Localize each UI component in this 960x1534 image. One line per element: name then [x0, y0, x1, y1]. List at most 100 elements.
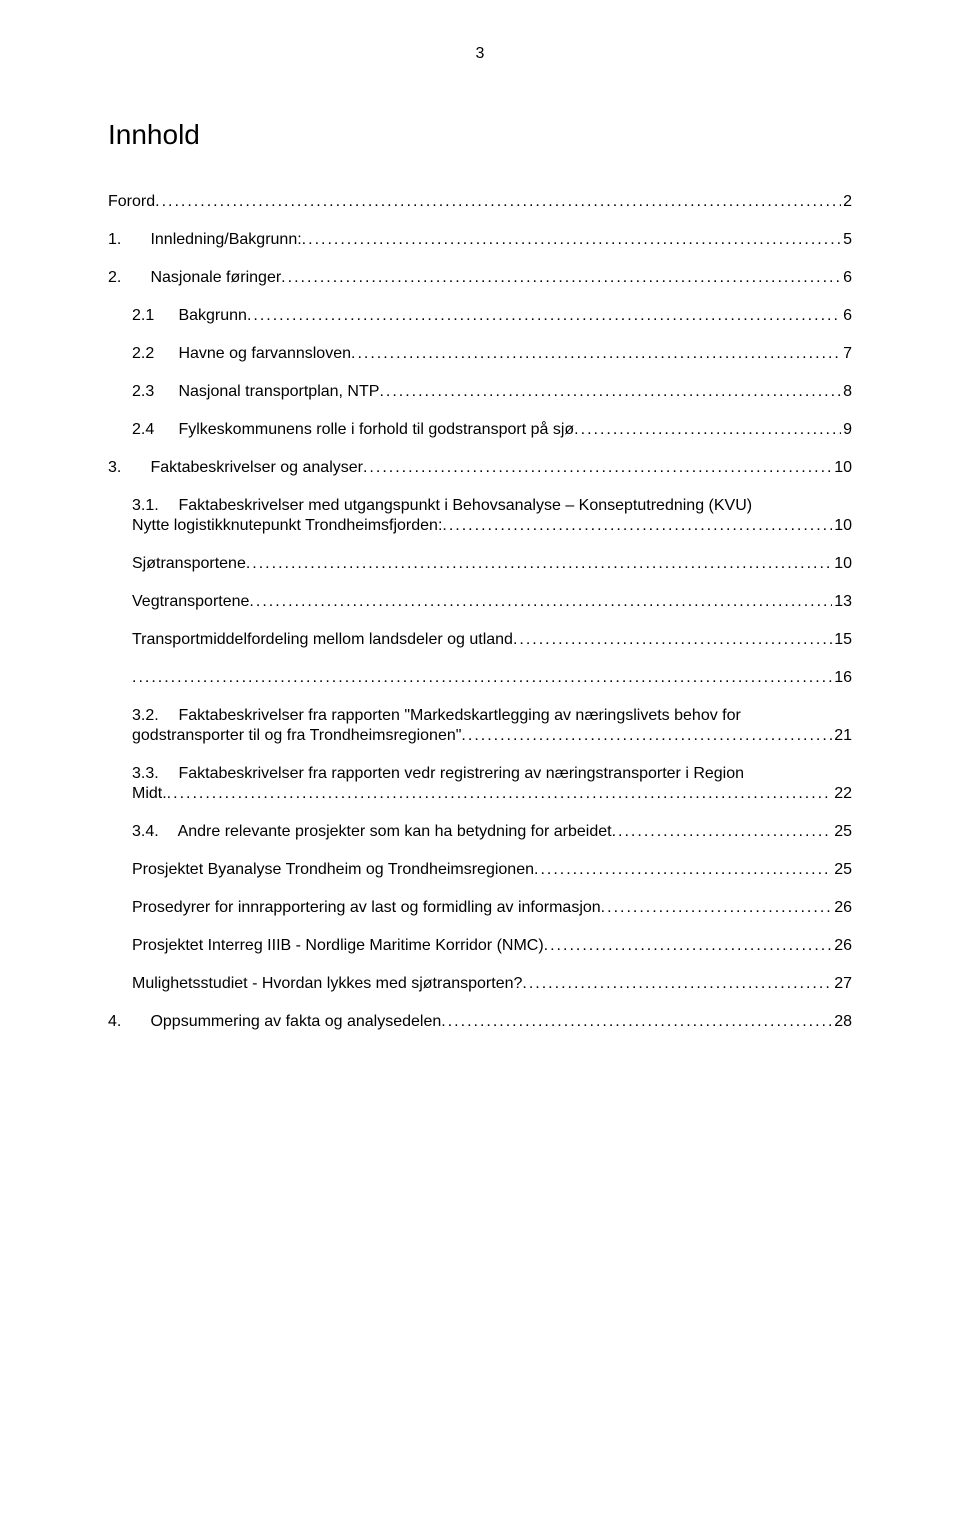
toc-entry-page: 10 — [832, 517, 852, 535]
toc-entry-label: Transportmiddelfordeling mellom landsdel… — [132, 631, 513, 649]
toc-leader-dots — [544, 937, 833, 955]
toc-entry-page: 26 — [832, 937, 852, 955]
toc-entry-page: 22 — [832, 785, 852, 803]
toc-entry-page: 16 — [832, 669, 852, 687]
toc-entry: Prosedyrer for innrapportering av last o… — [108, 899, 852, 917]
toc-entry-label: 4. Oppsummering av fakta og analysedelen — [108, 1013, 441, 1031]
toc-entry-page: 25 — [832, 861, 852, 879]
toc-entry: 2.2 Havne og farvannsloven 7 — [108, 345, 852, 363]
toc-entry-label: Sjøtransportene — [132, 555, 246, 573]
page-number: 3 — [108, 45, 852, 63]
toc-entry-line2: Midt. — [132, 785, 167, 803]
toc-leader-dots — [612, 823, 833, 841]
toc-entry-number: 3.3. — [132, 765, 174, 783]
toc-entry-label: 2.2 Havne og farvannsloven — [132, 345, 351, 363]
toc-entry-number: 2.3 — [132, 383, 174, 401]
toc-leader-dots — [249, 593, 832, 611]
toc-entry: 3.3. Faktabeskrivelser fra rapporten ved… — [108, 765, 852, 803]
toc-leader-dots — [441, 1013, 832, 1031]
toc-entry-number: 1. — [108, 231, 146, 249]
toc-entry: Transportmiddelfordeling mellom landsdel… — [108, 631, 852, 649]
toc-entry-page: 6 — [841, 307, 852, 325]
toc-entry-page: 13 — [832, 593, 852, 611]
toc-entry: 4. Oppsummering av fakta og analysedelen… — [108, 1013, 852, 1031]
toc-entry-number: 3.1. — [132, 497, 174, 515]
toc-entry: 3.4. Andre relevante prosjekter som kan … — [108, 823, 852, 841]
toc-entry: 2.3 Nasjonal transportplan, NTP8 — [108, 383, 852, 401]
toc-entry-number: 2.1 — [132, 307, 174, 325]
toc-entry-number: 3.2. — [132, 707, 174, 725]
toc-entry-number: 2.4 — [132, 421, 174, 439]
toc-entry-label: 2.1 Bakgrunn — [132, 307, 247, 325]
toc-entry: Vegtransportene 13 — [108, 593, 852, 611]
toc-entry: Prosjektet Interreg IIIB - Nordlige Mari… — [108, 937, 852, 955]
toc-entry-line1: 3.1. Faktabeskrivelser med utgangspunkt … — [108, 497, 852, 515]
toc-entry-page: 5 — [841, 231, 852, 249]
toc-entry-page: 6 — [841, 269, 852, 287]
toc-entry-line1: 3.3. Faktabeskrivelser fra rapporten ved… — [108, 765, 852, 783]
toc-entry: 2. Nasjonale føringer 6 — [108, 269, 852, 287]
toc-leader-dots — [442, 517, 832, 535]
toc-leader-dots — [281, 269, 841, 287]
toc-entry-label: 2.4 Fylkeskommunens rolle i forhold til … — [132, 421, 574, 439]
toc-entry-number: 2.2 — [132, 345, 174, 363]
toc-entry-line1: 3.2. Faktabeskrivelser fra rapporten "Ma… — [108, 707, 852, 725]
toc-entry: 2.4 Fylkeskommunens rolle i forhold til … — [108, 421, 852, 439]
toc-entry-page: 28 — [832, 1013, 852, 1031]
toc-entry: 1. Innledning/Bakgrunn: 5 — [108, 231, 852, 249]
toc-entry-text: Faktabeskrivelser med utgangspunkt i Beh… — [174, 497, 752, 514]
toc-entry-page: 15 — [832, 631, 852, 649]
toc-entry-text: Faktabeskrivelser fra rapporten "Markeds… — [174, 707, 741, 724]
toc-entry: 16 — [108, 669, 852, 687]
toc-entry: 3.2. Faktabeskrivelser fra rapporten "Ma… — [108, 707, 852, 745]
toc-entry-label: 2. Nasjonale føringer — [108, 269, 281, 287]
toc-entry: 3.1. Faktabeskrivelser med utgangspunkt … — [108, 497, 852, 535]
toc-leader-dots — [534, 861, 832, 879]
toc-entry-line2: godstransporter til og fra Trondheimsreg… — [132, 727, 461, 745]
toc-entry-label: Prosjektet Byanalyse Trondheim og Trondh… — [132, 861, 534, 879]
toc-entry: Forord 2 — [108, 193, 852, 211]
toc-leader-dots — [302, 231, 841, 249]
toc-entry: Mulighetsstudiet - Hvordan lykkes med sj… — [108, 975, 852, 993]
toc-leader-dots — [522, 975, 832, 993]
toc-leader-dots — [351, 345, 841, 363]
toc-entry-page: 9 — [841, 421, 852, 439]
toc-title: Innhold — [108, 119, 852, 151]
toc-entry-page: 27 — [832, 975, 852, 993]
toc-list: Forord 2 1. Innledning/Bakgrunn: 5 2. Nasjon… — [108, 193, 852, 1031]
toc-leader-dots — [247, 307, 841, 325]
toc-leader-dots — [379, 383, 841, 401]
toc-leader-dots — [513, 631, 832, 649]
toc-leader-dots — [461, 727, 832, 745]
toc-entry-page: 2 — [841, 193, 852, 211]
toc-entry-label: Vegtransportene — [132, 593, 249, 611]
toc-entry: Sjøtransportene10 — [108, 555, 852, 573]
toc-entry-page: 25 — [832, 823, 852, 841]
toc-leader-dots — [363, 459, 832, 477]
toc-entry-label: Mulighetsstudiet - Hvordan lykkes med sj… — [132, 975, 522, 993]
toc-leader-dots — [155, 193, 841, 211]
toc-entry-page: 21 — [832, 727, 852, 745]
toc-leader-dots — [601, 899, 833, 917]
toc-entry-label: 3.4. Andre relevante prosjekter som kan … — [132, 823, 612, 841]
toc-entry-number: 3.4. — [132, 823, 174, 841]
toc-entry-label: Forord — [108, 193, 155, 211]
toc-entry-label: Prosjektet Interreg IIIB - Nordlige Mari… — [132, 937, 544, 955]
toc-entry-label: 3. Faktabeskrivelser og analyser — [108, 459, 363, 477]
toc-entry-number: 2. — [108, 269, 146, 287]
toc-entry-label: 1. Innledning/Bakgrunn: — [108, 231, 302, 249]
toc-entry-line2: Nytte logistikknutepunkt Trondheimsfjord… — [132, 517, 442, 535]
toc-entry-label: Prosedyrer for innrapportering av last o… — [132, 899, 601, 917]
toc-entry-number: 4. — [108, 1013, 146, 1031]
toc-entry-label: 2.3 Nasjonal transportplan, NTP — [132, 383, 379, 401]
toc-entry-text: Faktabeskrivelser fra rapporten vedr reg… — [174, 765, 744, 782]
toc-entry-page: 26 — [832, 899, 852, 917]
toc-entry: 3. Faktabeskrivelser og analyser 10 — [108, 459, 852, 477]
toc-leader-dots — [167, 785, 833, 803]
toc-entry-page: 10 — [832, 459, 852, 477]
toc-entry: 2.1 Bakgrunn 6 — [108, 307, 852, 325]
toc-entry-page: 7 — [841, 345, 852, 363]
toc-leader-dots — [574, 421, 841, 439]
toc-leader-dots — [246, 555, 832, 573]
toc-entry-number: 3. — [108, 459, 146, 477]
